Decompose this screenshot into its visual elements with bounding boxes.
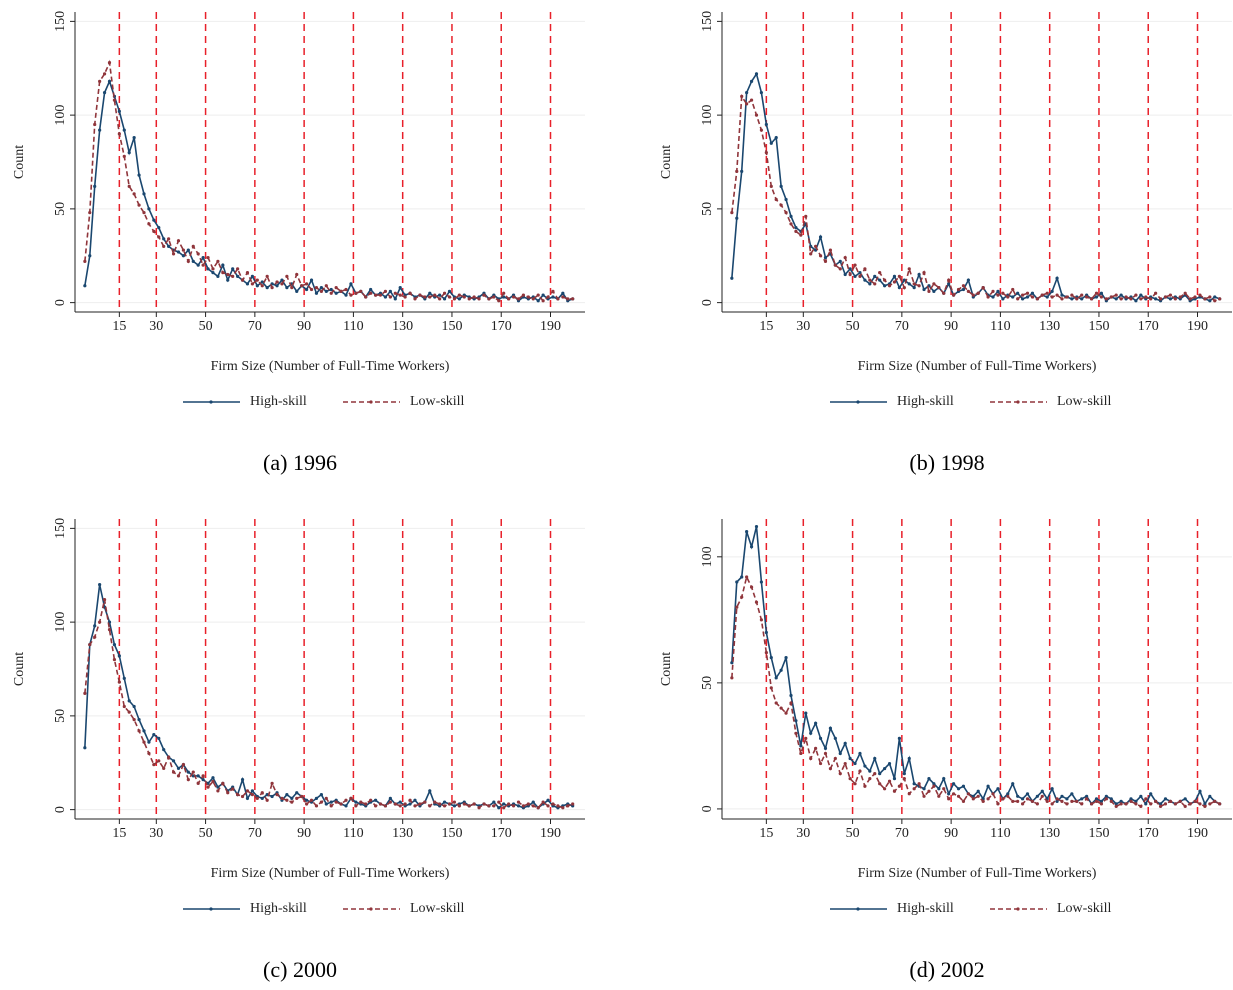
x-tick-label: 70 xyxy=(248,826,262,841)
x-tick-label: 90 xyxy=(944,319,958,334)
caption: (a) 1996 xyxy=(263,450,337,475)
x-tick-label: 130 xyxy=(392,826,413,841)
y-axis-label: Count xyxy=(12,145,27,179)
y-tick-label: 100 xyxy=(53,612,68,633)
x-tick-label: 90 xyxy=(297,826,311,841)
y-tick-label: 50 xyxy=(53,202,68,216)
x-tick-label: 70 xyxy=(895,319,909,334)
x-tick-label: 170 xyxy=(491,319,512,334)
panel: 0 50 100 15 30 50 70 90 110 130 150 170 190 Firm Size… xyxy=(659,519,1232,982)
series-line xyxy=(83,59,575,303)
x-tick-label: 110 xyxy=(990,826,1010,841)
y-tick-label: 100 xyxy=(700,105,715,126)
y-tick-label: 0 xyxy=(700,805,715,812)
series-line xyxy=(730,93,1222,303)
legend-label: High-skill xyxy=(897,394,954,409)
series-line xyxy=(83,598,575,810)
x-tick-label: 90 xyxy=(944,826,958,841)
x-axis-label: Firm Size (Number of Full-Time Workers) xyxy=(211,359,450,374)
series-line xyxy=(730,574,1222,808)
x-tick-label: 110 xyxy=(990,319,1010,334)
x-tick-label: 15 xyxy=(112,826,126,841)
series-line xyxy=(730,71,1222,303)
x-tick-label: 110 xyxy=(343,319,363,334)
x-tick-label: 50 xyxy=(846,826,860,841)
x-tick-label: 170 xyxy=(1138,319,1159,334)
y-tick-label: 50 xyxy=(700,202,715,216)
series-line xyxy=(83,583,575,810)
x-tick-label: 30 xyxy=(149,319,163,334)
y-tick-label: 150 xyxy=(700,11,715,32)
y-tick-label: 0 xyxy=(53,299,68,306)
y-axis-label: Count xyxy=(12,652,27,686)
x-tick-label: 150 xyxy=(441,826,462,841)
x-tick-label: 150 xyxy=(441,319,462,334)
x-tick-label: 190 xyxy=(540,826,561,841)
legend-label: Low-skill xyxy=(410,394,465,409)
y-tick-label: 0 xyxy=(53,806,68,813)
x-tick-label: 70 xyxy=(895,826,909,841)
x-tick-label: 190 xyxy=(1187,319,1208,334)
x-axis-label: Firm Size (Number of Full-Time Workers) xyxy=(858,359,1097,374)
x-tick-label: 130 xyxy=(392,319,413,334)
x-tick-label: 90 xyxy=(297,319,311,334)
y-tick-label: 150 xyxy=(53,518,68,539)
x-axis-label: Firm Size (Number of Full-Time Workers) xyxy=(858,866,1097,881)
series-line xyxy=(83,79,575,303)
legend-label: Low-skill xyxy=(1057,901,1112,916)
x-tick-label: 150 xyxy=(1088,826,1109,841)
y-tick-label: 100 xyxy=(700,546,715,567)
y-axis-label: Count xyxy=(659,145,674,179)
x-tick-label: 170 xyxy=(491,826,512,841)
y-tick-label: 50 xyxy=(700,676,715,690)
x-tick-label: 50 xyxy=(199,826,213,841)
x-tick-label: 150 xyxy=(1088,319,1109,334)
x-tick-label: 70 xyxy=(248,319,262,334)
x-tick-label: 130 xyxy=(1039,826,1060,841)
legend-label: Low-skill xyxy=(1057,394,1112,409)
series-line xyxy=(730,524,1222,806)
x-tick-label: 50 xyxy=(846,319,860,334)
x-tick-label: 110 xyxy=(343,826,363,841)
caption: (c) 2000 xyxy=(263,957,337,982)
legend-label: High-skill xyxy=(250,901,307,916)
x-tick-label: 170 xyxy=(1138,826,1159,841)
x-tick-label: 15 xyxy=(759,826,773,841)
x-tick-label: 30 xyxy=(796,826,810,841)
y-axis-label: Count xyxy=(659,652,674,686)
x-tick-label: 30 xyxy=(796,319,810,334)
x-tick-label: 15 xyxy=(112,319,126,334)
legend-label: Low-skill xyxy=(410,901,465,916)
x-tick-label: 190 xyxy=(540,319,561,334)
panel: 0 50 100 150 15 30 50 70 90 110 130 150 170 190 Firm S… xyxy=(12,518,585,982)
y-tick-label: 50 xyxy=(53,709,68,723)
x-tick-label: 15 xyxy=(759,319,773,334)
y-tick-label: 0 xyxy=(700,299,715,306)
legend-label: High-skill xyxy=(250,394,307,409)
panel: 0 50 100 150 15 30 50 70 90 110 130 150 170 190 Firm S… xyxy=(12,11,585,475)
panel: 0 50 100 150 15 30 50 70 90 110 130 150 170 190 Firm S… xyxy=(659,11,1232,475)
x-axis-label: Firm Size (Number of Full-Time Workers) xyxy=(211,866,450,881)
x-tick-label: 50 xyxy=(199,319,213,334)
y-tick-label: 150 xyxy=(53,11,68,32)
caption: (d) 2002 xyxy=(909,957,984,982)
legend-label: High-skill xyxy=(897,901,954,916)
x-tick-label: 130 xyxy=(1039,319,1060,334)
y-tick-label: 100 xyxy=(53,105,68,126)
caption: (b) 1998 xyxy=(909,450,984,475)
x-tick-label: 190 xyxy=(1187,826,1208,841)
x-tick-label: 30 xyxy=(149,826,163,841)
